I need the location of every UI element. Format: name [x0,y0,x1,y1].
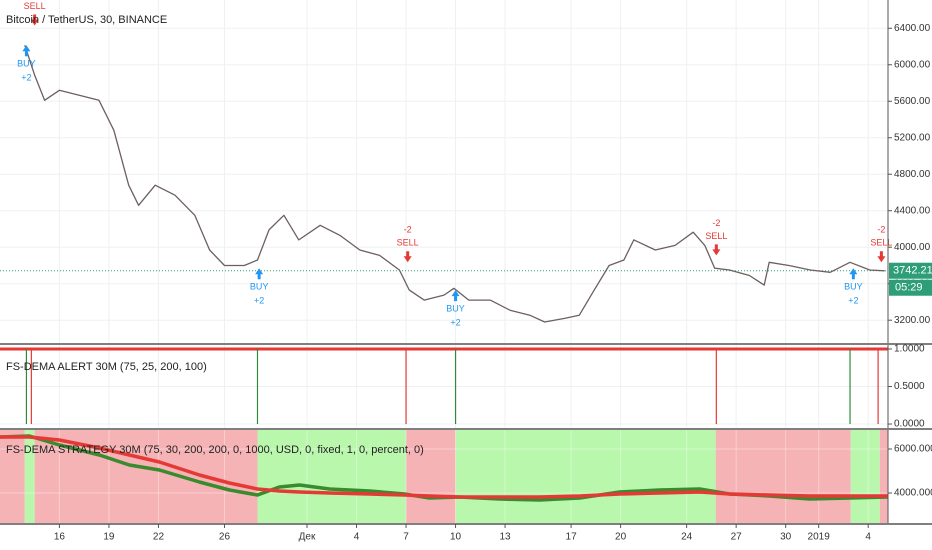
signal-side: SELL [397,238,419,248]
y-tick-label: 5600.00 [894,96,931,107]
signal-qty: -2 [877,225,885,235]
signal-region [0,430,25,523]
y-tick-label: 5200.00 [894,132,931,143]
last-price-box [889,262,932,279]
last-price-label: 3742.21 [893,265,932,277]
price-line [24,44,885,323]
signal-arrow [255,268,264,280]
y-tick-label: 6000.00 [894,59,931,70]
x-tick-label: 13 [500,532,512,543]
signal-qty: +2 [450,317,460,327]
x-tick-label: 22 [153,532,165,543]
x-tick-label: 20 [615,532,627,543]
chart-title: FS-DEMA STRATEGY 30M (75, 30, 200, 200, … [6,444,424,456]
x-tick-label: 16 [54,532,66,543]
x-tick-label: Дек [299,532,316,543]
signal-qty: +2 [848,296,858,306]
signal-arrow [712,244,721,256]
y-tick-label: 1.0000 [894,344,925,355]
x-tick-label: 4 [354,532,360,543]
y-tick-label: 4800.00 [894,169,931,180]
signal-region [850,430,880,523]
countdown-label: 05:29 [895,282,923,294]
x-tick-label: 7 [403,532,409,543]
signal-region [257,430,407,523]
y-tick-label: 0.5000 [894,381,925,392]
x-tick-label: 30 [780,532,792,543]
signal-arrow [877,251,886,263]
y-tick-label: 6000.0000 [894,444,932,455]
signal-arrow [22,45,31,57]
chart-title: Bitcoin / TetherUS, 30, BINANCE [6,14,167,26]
signal-region [406,430,456,523]
signal-arrow [30,14,39,26]
signal-region [879,430,888,523]
signal-qty: -2 [712,218,720,228]
signal-qty: -2 [404,225,412,235]
x-tick-label: 27 [731,532,743,543]
y-tick-label: 3200.00 [894,315,931,326]
signal-qty: +2 [21,73,31,83]
y-tick-label: 6400.00 [894,23,931,34]
countdown-box [889,279,932,296]
signal-arrow [451,290,460,302]
y-tick-label: 4400.00 [894,205,931,216]
signal-region [34,430,258,523]
x-tick-label: 4 [865,532,871,543]
x-tick-label: 10 [450,532,462,543]
y-tick-label: 0.0000 [894,419,925,430]
x-tick-label: 26 [219,532,231,543]
y-tick-label: 4000.0000 [894,488,932,499]
signal-side: SELL [24,1,46,11]
signal-side: BUY [446,303,465,313]
signal-qty: +2 [254,296,264,306]
x-tick-label: 2019 [808,532,831,543]
signal-arrow [403,251,412,263]
strategy-line [0,435,888,499]
x-tick-label: 24 [681,532,693,543]
signal-side: SELL [870,238,892,248]
signal-side: BUY [250,282,269,292]
signal-side: BUY [844,282,863,292]
signal-region [24,430,35,523]
signal-side: SELL [705,231,727,241]
x-tick-label: 19 [103,532,115,543]
signal-arrow [849,268,858,280]
x-tick-label: 17 [566,532,578,543]
chart-title: FS-DEMA ALERT 30M (75, 25, 200, 100) [6,361,207,373]
signal-region [715,430,851,523]
signal-region [455,430,716,523]
y-tick-label: 4000.00 [894,242,931,253]
signal-side: BUY [17,59,36,69]
